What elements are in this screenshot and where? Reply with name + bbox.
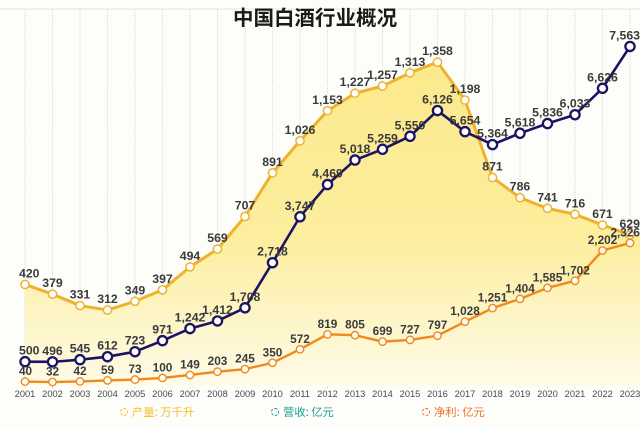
- svg-text:1,198: 1,198: [450, 82, 481, 96]
- svg-text:中国白酒行业概况: 中国白酒行业概况: [233, 1, 397, 31]
- svg-text:6,626: 6,626: [587, 70, 618, 84]
- svg-text:379: 379: [42, 276, 63, 290]
- svg-text:2,718: 2,718: [257, 245, 288, 259]
- svg-text:350: 350: [263, 345, 283, 359]
- svg-text:2006: 2006: [152, 389, 173, 399]
- svg-text:2011: 2011: [290, 389, 310, 399]
- svg-text:6,126: 6,126: [422, 93, 453, 107]
- svg-text:5,018: 5,018: [340, 142, 371, 156]
- svg-text:349: 349: [125, 283, 146, 297]
- svg-text:2007: 2007: [180, 389, 201, 399]
- svg-text:420: 420: [19, 266, 40, 280]
- svg-text:545: 545: [70, 342, 91, 356]
- svg-text:5,259: 5,259: [367, 131, 398, 145]
- svg-text:331: 331: [70, 288, 91, 302]
- svg-text:2003: 2003: [70, 389, 91, 399]
- svg-text:572: 572: [290, 332, 310, 346]
- svg-text:2019: 2019: [510, 389, 531, 399]
- svg-text:2016: 2016: [427, 389, 448, 399]
- svg-text:1,404: 1,404: [505, 281, 535, 295]
- svg-text:741: 741: [537, 190, 558, 204]
- svg-text:671: 671: [592, 207, 613, 221]
- svg-text:73: 73: [128, 362, 142, 376]
- svg-text:5,364: 5,364: [477, 127, 508, 141]
- svg-text:5,654: 5,654: [450, 114, 481, 128]
- svg-text:245: 245: [235, 352, 255, 366]
- svg-text:1,242: 1,242: [175, 311, 206, 325]
- svg-text:797: 797: [428, 318, 448, 332]
- svg-text:1,708: 1,708: [230, 290, 261, 304]
- svg-text:2002: 2002: [42, 389, 63, 399]
- svg-text:397: 397: [152, 272, 173, 286]
- svg-text:40: 40: [19, 364, 33, 378]
- svg-text:4,469: 4,469: [312, 167, 343, 181]
- svg-text:1,026: 1,026: [285, 123, 316, 137]
- svg-text:723: 723: [125, 334, 146, 348]
- svg-text:569: 569: [207, 231, 228, 245]
- svg-text:2005: 2005: [125, 389, 146, 399]
- svg-text:500: 500: [19, 344, 40, 358]
- svg-text:312: 312: [97, 292, 118, 306]
- svg-text:2009: 2009: [235, 389, 256, 399]
- svg-text:1,313: 1,313: [395, 55, 426, 69]
- svg-text:1,153: 1,153: [312, 93, 343, 107]
- svg-text:699: 699: [373, 324, 393, 338]
- svg-text:100: 100: [153, 360, 173, 374]
- svg-text:727: 727: [400, 322, 420, 336]
- svg-text:971: 971: [152, 323, 173, 337]
- svg-text:1,412: 1,412: [202, 303, 233, 317]
- svg-text:2018: 2018: [482, 389, 503, 399]
- svg-text:716: 716: [565, 196, 586, 210]
- svg-text:707: 707: [235, 198, 256, 212]
- svg-text:3,747: 3,747: [285, 199, 316, 213]
- svg-text:2015: 2015: [400, 389, 421, 399]
- svg-text:891: 891: [262, 155, 283, 169]
- svg-text:7,563: 7,563: [609, 28, 640, 42]
- svg-text:819: 819: [318, 317, 338, 331]
- svg-text:2,326: 2,326: [610, 225, 640, 239]
- svg-text:2010: 2010: [262, 389, 283, 399]
- svg-text:1,702: 1,702: [560, 263, 590, 277]
- svg-text:5,836: 5,836: [532, 106, 563, 120]
- svg-text:1,585: 1,585: [533, 270, 563, 284]
- svg-text:59: 59: [101, 363, 115, 377]
- svg-text:2008: 2008: [207, 389, 228, 399]
- svg-text:42: 42: [73, 364, 87, 378]
- svg-text:2004: 2004: [97, 389, 118, 399]
- svg-text:2012: 2012: [317, 389, 338, 399]
- svg-text:2001: 2001: [15, 389, 36, 399]
- svg-text:5,618: 5,618: [505, 115, 536, 129]
- svg-text:2020: 2020: [537, 389, 558, 399]
- svg-text:786: 786: [510, 180, 531, 194]
- svg-text:1,028: 1,028: [450, 304, 480, 318]
- svg-text:612: 612: [97, 339, 118, 353]
- svg-text:1,251: 1,251: [478, 291, 508, 305]
- svg-text:2014: 2014: [372, 389, 393, 399]
- svg-text:203: 203: [208, 354, 228, 368]
- svg-text:32: 32: [46, 365, 60, 379]
- svg-text:1,358: 1,358: [422, 44, 453, 58]
- svg-text:871: 871: [482, 160, 503, 174]
- svg-text:5,550: 5,550: [395, 118, 426, 132]
- svg-text:2013: 2013: [345, 389, 366, 399]
- svg-text:805: 805: [345, 318, 365, 332]
- svg-text:1,257: 1,257: [367, 68, 398, 82]
- svg-text:6,033: 6,033: [560, 97, 591, 111]
- svg-text:496: 496: [42, 344, 63, 358]
- svg-text:1,227: 1,227: [340, 75, 371, 89]
- svg-text:494: 494: [180, 249, 201, 263]
- svg-text:149: 149: [180, 357, 200, 371]
- svg-text:2017: 2017: [455, 389, 476, 399]
